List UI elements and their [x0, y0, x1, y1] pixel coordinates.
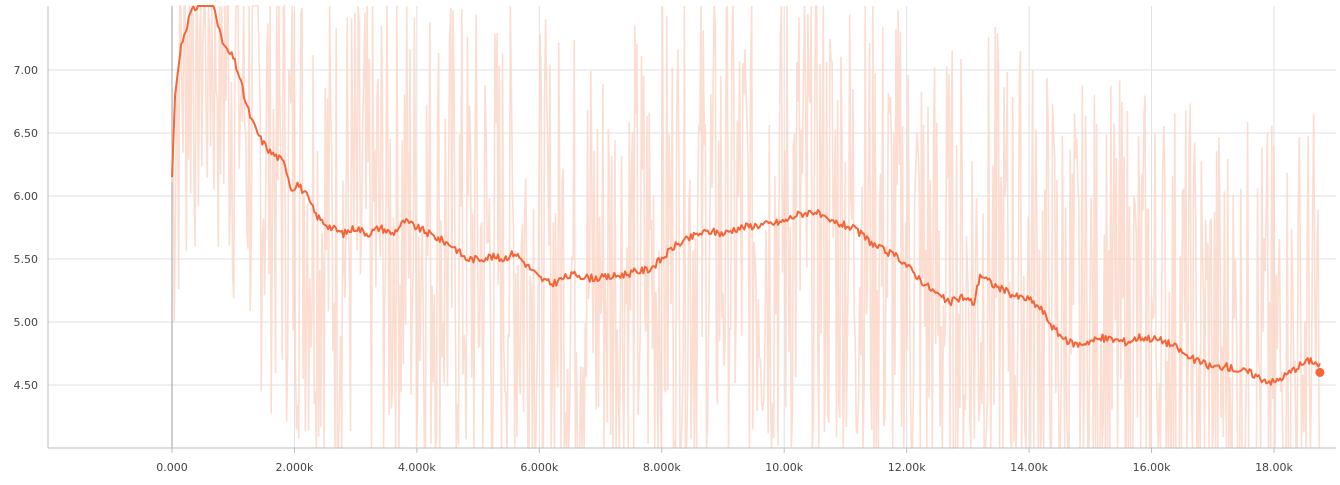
- x-tick-label: 6.000k: [520, 461, 558, 474]
- end-point-marker[interactable]: [1315, 368, 1324, 377]
- y-tick-label: 6.50: [14, 127, 39, 140]
- y-tick-label: 6.00: [14, 190, 39, 203]
- x-tick-label: 4.000k: [398, 461, 436, 474]
- x-tick-label: 0.000: [156, 461, 188, 474]
- y-tick-label: 4.50: [14, 379, 39, 392]
- y-tick-label: 7.00: [14, 64, 39, 77]
- x-tick-label: 2.000k: [276, 461, 314, 474]
- x-tick-label: 14.00k: [1010, 461, 1048, 474]
- x-tick-label: 16.00k: [1133, 461, 1171, 474]
- y-tick-label: 5.00: [14, 316, 39, 329]
- x-tick-label: 8.000k: [643, 461, 681, 474]
- y-tick-label: 5.50: [14, 253, 39, 266]
- x-tick-label: 10.00k: [765, 461, 803, 474]
- x-tick-label: 12.00k: [888, 461, 926, 474]
- x-tick-label: 18.00k: [1255, 461, 1293, 474]
